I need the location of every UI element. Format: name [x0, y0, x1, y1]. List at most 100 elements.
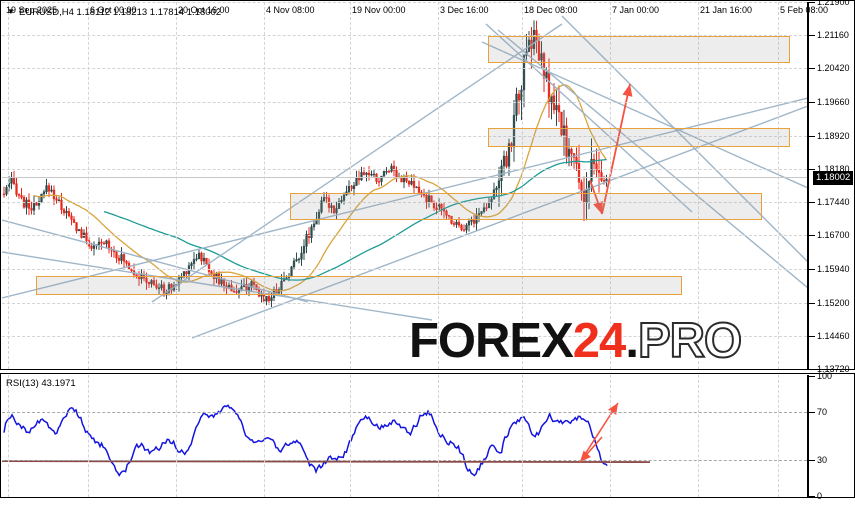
rsi-axis-label: 0 [817, 491, 823, 501]
watermark-forex-text: FOREX [409, 314, 574, 368]
price-axis-label: 1.18920 [817, 130, 850, 141]
price-gridline [2, 135, 807, 137]
rsi-axis-tick [809, 460, 815, 462]
rsi-y-axis[interactable]: 100 70 30 0 [807, 372, 855, 501]
ma-fast-line [33, 84, 608, 292]
rsi-axis-tick [809, 496, 815, 497]
price-axis-label: 1.21160 [817, 30, 849, 41]
rsi-level-30 [2, 460, 807, 462]
price-axis-tick [809, 168, 815, 170]
trendline[interactable] [151, 23, 563, 303]
trendline[interactable] [2, 251, 433, 321]
time-gridline [698, 2, 699, 369]
time-gridline [350, 375, 351, 497]
time-gridline [88, 2, 89, 369]
forex24pro-watermark: FOREX24.PRO [409, 314, 743, 368]
rsi-line [3, 404, 608, 477]
price-axis-tick [809, 35, 815, 37]
time-axis-label: 20 Oct 16:00 [178, 5, 230, 15]
price-gridline [2, 168, 807, 170]
price-axis-tick [809, 102, 815, 104]
trendline[interactable] [485, 23, 693, 213]
rsi-legend-label: RSI(13) 43.1971 [6, 378, 76, 389]
price-axis-label: 1.13720 [817, 364, 850, 374]
price-gridline [2, 68, 807, 70]
rsi-axis-tick [809, 376, 815, 377]
time-gridline [88, 375, 89, 497]
trendline[interactable] [2, 97, 807, 299]
price-axis-label: 1.14460 [817, 330, 850, 341]
time-gridline [522, 375, 523, 497]
time-axis-label: 19 Sep 2025 [6, 5, 58, 15]
time-axis-label: 7 Jan 00:00 [612, 5, 660, 15]
price-gridline [2, 302, 807, 304]
price-axis-label: 1.21900 [817, 0, 850, 7]
price-axis-label: 1.16700 [817, 230, 850, 241]
collapse-caret-icon[interactable]: ▼ [7, 7, 15, 16]
current-price-tag: 1.18002 [813, 170, 854, 185]
price-gridline [2, 35, 807, 37]
price-axis-tick [809, 235, 815, 237]
price-axis-label: 1.18180 [817, 163, 850, 174]
price-gridline [2, 102, 807, 104]
time-axis-label: 21 Jan 16:00 [700, 5, 753, 15]
trendline[interactable] [191, 105, 807, 339]
price-gridline [2, 269, 807, 271]
price-axis-label: 1.17440 [817, 197, 850, 208]
forecast-arrow-up[interactable] [601, 83, 633, 215]
trendline[interactable] [497, 29, 807, 289]
supply-demand-zone[interactable] [488, 36, 790, 63]
time-gridline [264, 375, 265, 497]
price-axis-tick [809, 302, 815, 304]
time-gridline [522, 2, 523, 369]
price-axis-label: 1.19660 [817, 97, 850, 108]
trendline[interactable] [2, 219, 309, 303]
time-gridline [778, 2, 779, 369]
price-axis-tick [809, 135, 815, 137]
price-plot-area[interactable] [2, 2, 807, 369]
current-price-line [2, 176, 807, 178]
watermark-24-text: 24 [572, 314, 627, 368]
trendline-group[interactable] [2, 15, 807, 339]
rsi-axis-label: 70 [817, 406, 828, 417]
rsi-axis-label: 30 [817, 455, 828, 466]
price-gridline [2, 202, 807, 204]
time-axis-label: 6 Oct 00:00 [90, 5, 137, 15]
time-gridline [264, 2, 265, 369]
rsi-chart-canvas [2, 402, 651, 477]
watermark-pro-text: PRO [637, 314, 743, 368]
trendline[interactable] [561, 15, 807, 262]
time-gridline [610, 2, 611, 369]
supply-demand-zone[interactable] [36, 276, 682, 295]
rsi-indicator-panel[interactable]: 100 70 30 0 [0, 372, 855, 501]
price-y-axis[interactable]: 1.21900 1.21160 1.20420 1.19660 1.18920 1.181… [807, 0, 855, 374]
candlestick-series [2, 20, 608, 307]
forecast-arrow-down[interactable] [589, 179, 603, 215]
time-gridline [610, 375, 611, 497]
price-axis-tick [809, 369, 815, 370]
time-axis-label: 5 Feb 08:00 [780, 5, 829, 15]
supply-demand-zone[interactable] [290, 193, 762, 220]
price-gridline [2, 2, 807, 3]
price-axis-tick [809, 202, 815, 204]
rsi-axis-tick [809, 411, 815, 413]
time-gridline [176, 2, 177, 369]
price-chart-panel[interactable]: 1.21900 1.21160 1.20420 1.19660 1.18920 1.181… [0, 0, 855, 374]
time-axis-label: 3 Dec 16:00 [440, 5, 489, 15]
time-gridline [698, 375, 699, 497]
time-gridline [438, 375, 439, 497]
price-gridline [2, 335, 807, 337]
price-legend-label: EURUSD,H4 1.18112 1.18213 1.17814 1.1800… [19, 7, 222, 18]
trendline[interactable] [481, 41, 807, 189]
price-gridline [2, 235, 807, 237]
rsi-plot-area[interactable] [2, 375, 807, 497]
supply-demand-zone[interactable] [488, 128, 790, 147]
price-axis-label: 1.15200 [817, 297, 850, 308]
price-axis-tick [809, 269, 815, 271]
price-axis-tick [809, 68, 815, 70]
rsi-level-70 [2, 411, 807, 413]
price-axis-tick [809, 2, 815, 3]
time-gridline [176, 375, 177, 497]
time-axis-label: 18 Dec 08:00 [524, 5, 578, 15]
